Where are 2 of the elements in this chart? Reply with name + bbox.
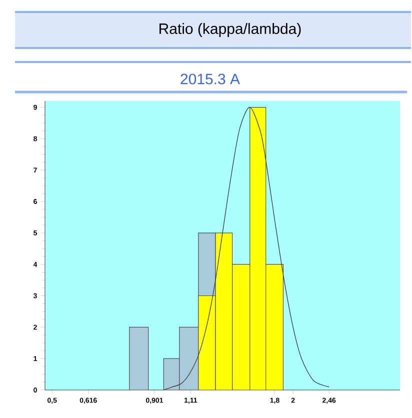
chart-subtitle: 2015.3 A bbox=[180, 74, 240, 84]
chart-title: Ratio (kappa/lambda) bbox=[160, 23, 301, 37]
